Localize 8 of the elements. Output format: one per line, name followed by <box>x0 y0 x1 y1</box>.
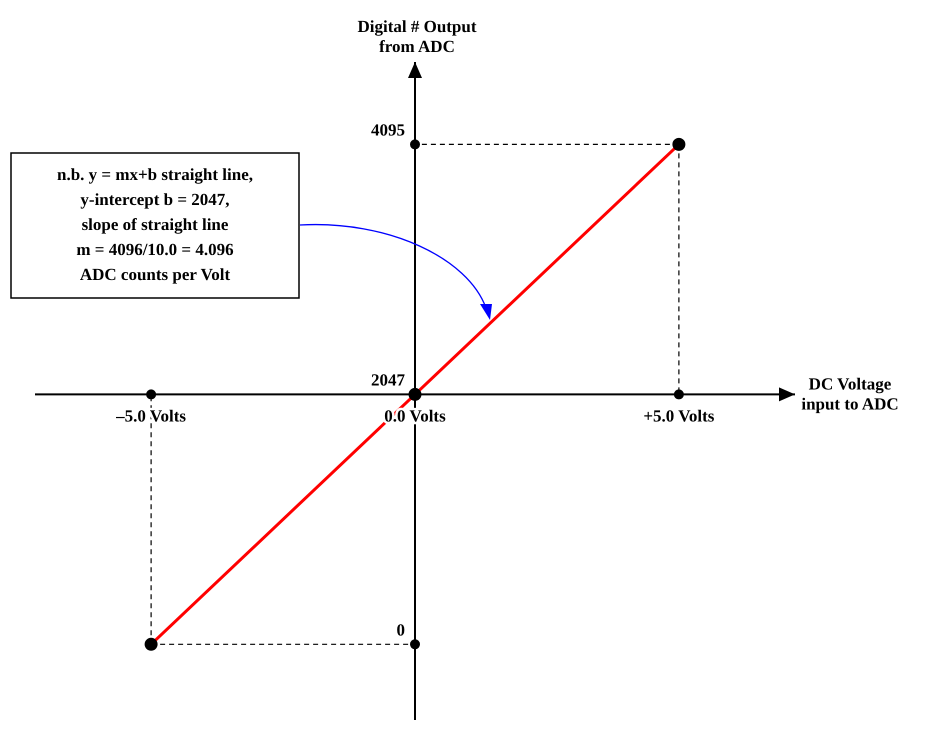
x-axis-title: DC Voltage input to ADC <box>801 374 899 414</box>
y-axis-title: Digital # Output from ADC <box>357 17 477 56</box>
x-tick-label: –5.0 Volts <box>115 406 186 426</box>
y-tick-label: 0 <box>396 620 405 640</box>
y-tick-label: 4095 <box>371 120 405 140</box>
x-tick-label: +5.0 Volts <box>643 406 715 426</box>
y-tick-label: 2047 <box>371 370 406 390</box>
annotation: n.b. y = mx+b straight line, y-intercept b = 2047, slope of straight line m = 4096/10.0 = 4.096 ADC counts per Volt <box>56 165 254 284</box>
